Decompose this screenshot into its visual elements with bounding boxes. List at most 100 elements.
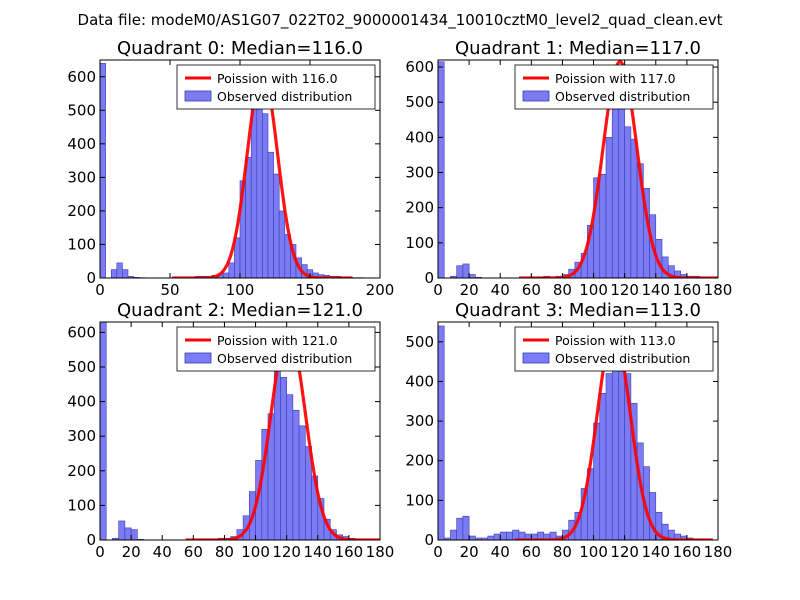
x-tick-label: 180 xyxy=(704,281,733,299)
quadrant-3-panel: 0 20 40 60 80 100 120 140 160 1800100200300400500… xyxy=(405,300,732,561)
y-tick-label: 200 xyxy=(67,202,96,220)
histogram-bar xyxy=(124,527,132,540)
legend-label-observed: Observed distribution xyxy=(217,89,352,104)
y-tick-label: 300 xyxy=(67,168,96,186)
x-tick-label: 140 xyxy=(303,543,332,561)
y-tick-label: 200 xyxy=(67,462,96,480)
histogram-bar xyxy=(267,151,274,278)
quadrant-0-panel: 0 50 100 150 200 0 100 200 300 400 500 600 Quadrant … xyxy=(67,38,394,299)
histogram-bar xyxy=(611,105,619,278)
histogram-bar xyxy=(256,104,263,278)
histogram-bar xyxy=(487,535,495,540)
y-tick-label: 0 xyxy=(424,531,434,549)
y-tick-label: 0 xyxy=(424,269,434,287)
histogram-bar xyxy=(273,173,280,278)
x-tick-label: 80 xyxy=(553,543,572,561)
histogram-bar xyxy=(286,394,294,540)
x-tick-label: 140 xyxy=(641,281,670,299)
subplot-title: Quadrant 0: Median=116.0 xyxy=(117,38,363,59)
x-tick-label: 40 xyxy=(491,543,510,561)
histogram-bar xyxy=(493,533,501,540)
x-tick-label: 20 xyxy=(460,543,479,561)
x-tick-label: 0 xyxy=(95,543,105,561)
x-tick-label: 120 xyxy=(610,281,639,299)
legend-label-poisson: Poission with 117.0 xyxy=(555,71,676,86)
histogram-bar xyxy=(100,322,107,540)
y-tick-label: 100 xyxy=(67,235,96,253)
y-tick-label: 500 xyxy=(67,358,96,376)
histogram-bar xyxy=(605,137,613,278)
legend: Poission with 117.0 Observed distribution xyxy=(514,64,714,110)
histogram-bar xyxy=(298,425,306,540)
x-tick-label: 0 xyxy=(433,543,443,561)
x-tick-label: 100 xyxy=(579,543,608,561)
y-tick-label: 600 xyxy=(67,323,96,341)
legend-bar-swatch xyxy=(184,90,212,102)
x-tick-label: 180 xyxy=(366,543,395,561)
legend: Poission with 121.0 Observed distribution xyxy=(176,326,376,372)
legend-box xyxy=(176,326,376,372)
plot-frame xyxy=(437,59,719,279)
histogram-bar xyxy=(599,393,607,540)
y-tick-label: 0 xyxy=(86,531,96,549)
x-tick-label: 20 xyxy=(460,281,479,299)
histogram-bar xyxy=(468,535,476,540)
y-tick-label: 100 xyxy=(405,491,434,509)
y-tick-label: 300 xyxy=(67,427,96,445)
subplot-title: Quadrant 3: Median=113.0 xyxy=(455,300,701,321)
legend-label-poisson: Poission with 113.0 xyxy=(555,333,676,348)
histogram-bar xyxy=(618,349,625,540)
x-tick-label: 80 xyxy=(215,543,234,561)
histogram-bar xyxy=(438,61,445,278)
histogram-bar xyxy=(506,531,513,540)
histogram-bar xyxy=(245,156,252,278)
legend-label-poisson: Poission with 121.0 xyxy=(217,333,338,348)
histogram-bar xyxy=(116,262,123,278)
y-tick-label: 600 xyxy=(405,58,434,76)
y-tick-label: 500 xyxy=(405,333,434,351)
x-tick-label: 60 xyxy=(184,543,203,561)
y-tick-label: 200 xyxy=(405,199,434,217)
x-tick-label: 80 xyxy=(553,281,572,299)
legend-bar-swatch xyxy=(184,352,212,364)
histogram-bar xyxy=(618,100,625,278)
y-tick-label: 300 xyxy=(405,164,434,182)
x-tick-label: 100 xyxy=(579,281,608,299)
histogram-bar xyxy=(262,113,269,278)
plot-frame xyxy=(99,321,381,541)
x-tick-label: 120 xyxy=(272,543,301,561)
x-tick-label: 100 xyxy=(226,281,255,299)
y-tick-label: 300 xyxy=(405,412,434,430)
y-tick-label: 100 xyxy=(405,234,434,252)
x-tick-label: 100 xyxy=(241,543,270,561)
legend: Poission with 116.0 Observed distribution xyxy=(176,64,376,110)
y-tick-label: 500 xyxy=(67,101,96,119)
y-tick-label: 400 xyxy=(67,135,96,153)
histogram-bar xyxy=(462,263,470,278)
x-tick-label: 40 xyxy=(491,281,510,299)
x-tick-label: 20 xyxy=(122,543,141,561)
histogram-bar xyxy=(624,126,632,278)
histogram-bar xyxy=(292,409,300,540)
histogram-bar xyxy=(100,63,106,278)
histogram-bar xyxy=(599,173,607,278)
y-tick-label: 600 xyxy=(67,68,96,86)
histogram-bar xyxy=(250,108,258,278)
legend-label-poisson: Poission with 116.0 xyxy=(217,71,338,86)
y-tick-label: 500 xyxy=(405,93,434,111)
histogram-bar xyxy=(630,138,638,278)
histogram-bar xyxy=(278,210,286,278)
histogram-bar xyxy=(130,529,138,540)
x-tick-label: 160 xyxy=(335,543,364,561)
legend-label-observed: Observed distribution xyxy=(555,89,690,104)
x-tick-label: 60 xyxy=(522,281,541,299)
x-tick-label: 0 xyxy=(95,281,105,299)
x-tick-label: 200 xyxy=(366,281,395,299)
x-tick-label: 160 xyxy=(673,281,702,299)
histogram-bar xyxy=(456,517,464,540)
quadrant-2-panel: 0 20 40 60 80 100 120 140 160 1800100200300400500… xyxy=(67,300,394,561)
x-tick-label: 60 xyxy=(522,543,541,561)
histogram-bar xyxy=(462,515,470,540)
histogram-bar xyxy=(438,325,445,540)
histogram-bar xyxy=(122,269,129,278)
